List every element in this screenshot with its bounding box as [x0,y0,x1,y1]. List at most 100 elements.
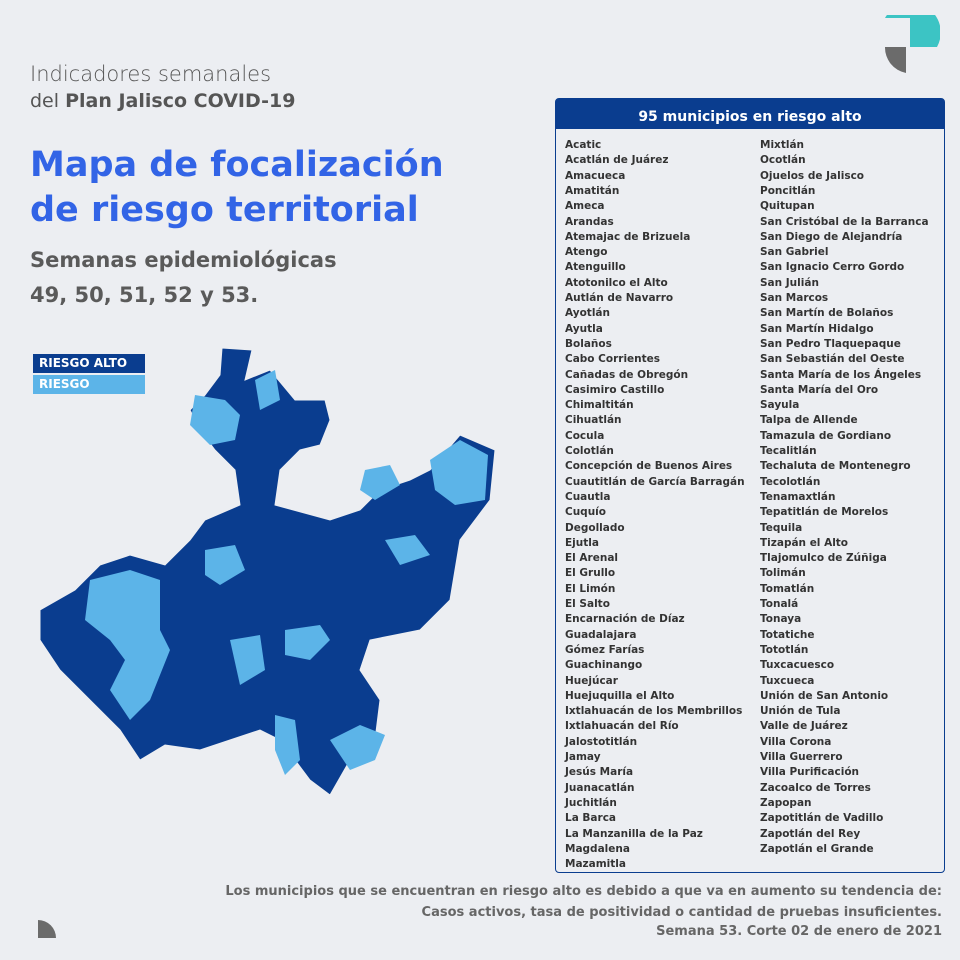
corner-logo [38,920,56,938]
municipality: Santa María de los Ángeles [760,368,922,381]
municipality: San Sebastián del Oeste [760,353,905,366]
municipality: Tlajomulco de Zúñiga [760,552,887,565]
municipality: Juchitlán [565,796,617,809]
footer-line: Los municipios que se encuentran en ries… [225,884,942,899]
municipality: Magdalena [565,842,630,855]
municipality: Techaluta de Montenegro [760,460,911,473]
municipality: San Gabriel [760,246,829,259]
subtitle: Semanas epidemiológicas [30,248,337,272]
municipality: Guadalajara [565,628,637,641]
municipality: Villa Purificación [760,766,860,779]
municipality: San Martín Hidalgo [760,322,874,335]
municipality: San Marcos [760,292,829,304]
municipality: El Salto [565,598,610,610]
municipality: Cuautla [565,490,611,503]
footer-line: Semana 53. Corte 02 de enero de 2021 [656,924,942,939]
municipality: San Julián [760,276,819,289]
municipality: Cabo Corrientes [565,353,661,366]
municipality: Unión de Tula [760,705,841,718]
municipality: San Pedro Tlaquepaque [760,337,901,350]
municipality: Jamay [565,751,601,763]
municipality: Ixtlahuacán de los Membrillos [565,705,743,718]
municipality: El Limón [565,582,616,595]
municipality: Ocotlán [760,154,806,167]
municipality: Tolimán [760,567,806,580]
municipality: Atenguillo [565,261,626,274]
municipality: Ayutla [565,322,603,335]
municipality: La Manzanilla de la Paz [565,827,703,840]
municipality: Chimaltitán [565,399,634,412]
municipality: Atengo [565,246,608,259]
municipality: Atemajac de Brizuela [565,230,691,243]
municipality: Concepción de Buenos Aires [565,460,733,473]
municipality: Zapotlán el Grande [760,842,874,855]
municipality: Ameca [565,200,605,213]
subtitle: 49, 50, 51, 52 y 53. [30,283,259,307]
municipality: Tomatlán [760,582,815,595]
municipality: Sayula [760,399,800,412]
municipality: Mazamitla [565,858,626,871]
municipality: Valle de Juárez [760,720,848,733]
panel-title: 95 municipios en riesgo alto [556,99,944,129]
municipality: Poncitlán [760,184,816,197]
municipality: Unión de San Antonio [760,689,889,702]
municipality: Gómez Farías [565,643,645,656]
municipality: Tepatitlán de Morelos [760,506,889,519]
municipality: Tecolotlán [760,475,821,488]
municipality: Tizapán el Alto [760,536,849,549]
municipality: Huejúcar [565,674,618,687]
municipality: Amacueca [565,169,626,182]
municipality: Acatlán de Juárez [565,154,669,167]
municipality: El Arenal [565,552,619,565]
municipality: Tonaya [760,613,802,626]
municipality: Colotlán [565,445,614,457]
footer-line: Casos activos, tasa de positividad o can… [421,905,942,920]
municipality: Cuquío [565,506,606,519]
municipality: San Diego de Alejandría [760,230,903,243]
municipality: La Barca [565,812,617,825]
municipality: Zapotlán del Rey [760,827,861,840]
municipality: Ixtlahuacán del Río [565,720,679,733]
municipality: Ayotlán [565,307,610,320]
list-panel: 95 municipios en riesgo alto Acatic Acatl… [555,98,945,873]
municipality: Zacoalco de Torres [760,781,871,794]
municipality: El Grullo [565,567,616,580]
municipality: Arandas [565,215,614,228]
municipality: Bolaños [565,337,612,350]
municipality: Guachinango [565,659,643,672]
municipality: Talpa de Allende [760,414,858,427]
municipality: Tonalá [760,598,799,610]
municipality: Cihuatlán [565,414,622,427]
header-line: Indicadores semanales [30,62,272,86]
logo [884,15,940,73]
municipality: Autlán de Navarro [565,292,674,304]
municipality: Encarnación de Díaz [565,613,685,626]
title: Mapa de focalización [30,145,444,185]
municipality: Acatic [565,139,602,151]
municipality: Jalostotitlán [565,735,638,748]
municipality: Juanacatlán [565,781,635,794]
municipality: Ojuelos de Jalisco [760,169,865,182]
municipality: San Cristóbal de la Barranca [760,215,929,228]
title: de riesgo territorial [30,190,419,230]
map [39,347,496,796]
municipality: Tenamaxtlán [760,490,836,503]
municipality: Villa Corona [760,735,832,748]
municipality: Tuxcacuesco [760,659,835,672]
header-prefix: del [30,90,60,112]
municipality: Tototlán [760,643,809,656]
header-bold: Plan Jalisco COVID-19 [65,90,296,112]
municipality: Cuautitlán de García Barragán [565,475,745,488]
municipality: Amatitán [565,184,620,197]
municipality: Jesús María [565,766,634,779]
legend-item: RIESGO [33,375,145,394]
municipality: Tamazula de Gordiano [760,429,892,442]
municipality: Zapopan [760,796,812,809]
municipality: Mixtlán [760,139,804,151]
municipality: Tequila [760,521,803,534]
municipality: Casimiro Castillo [565,383,665,396]
municipality: San Martín de Bolaños [760,307,894,320]
municipality: Tuxcueca [760,674,815,687]
municipality: Quitupan [760,200,815,213]
